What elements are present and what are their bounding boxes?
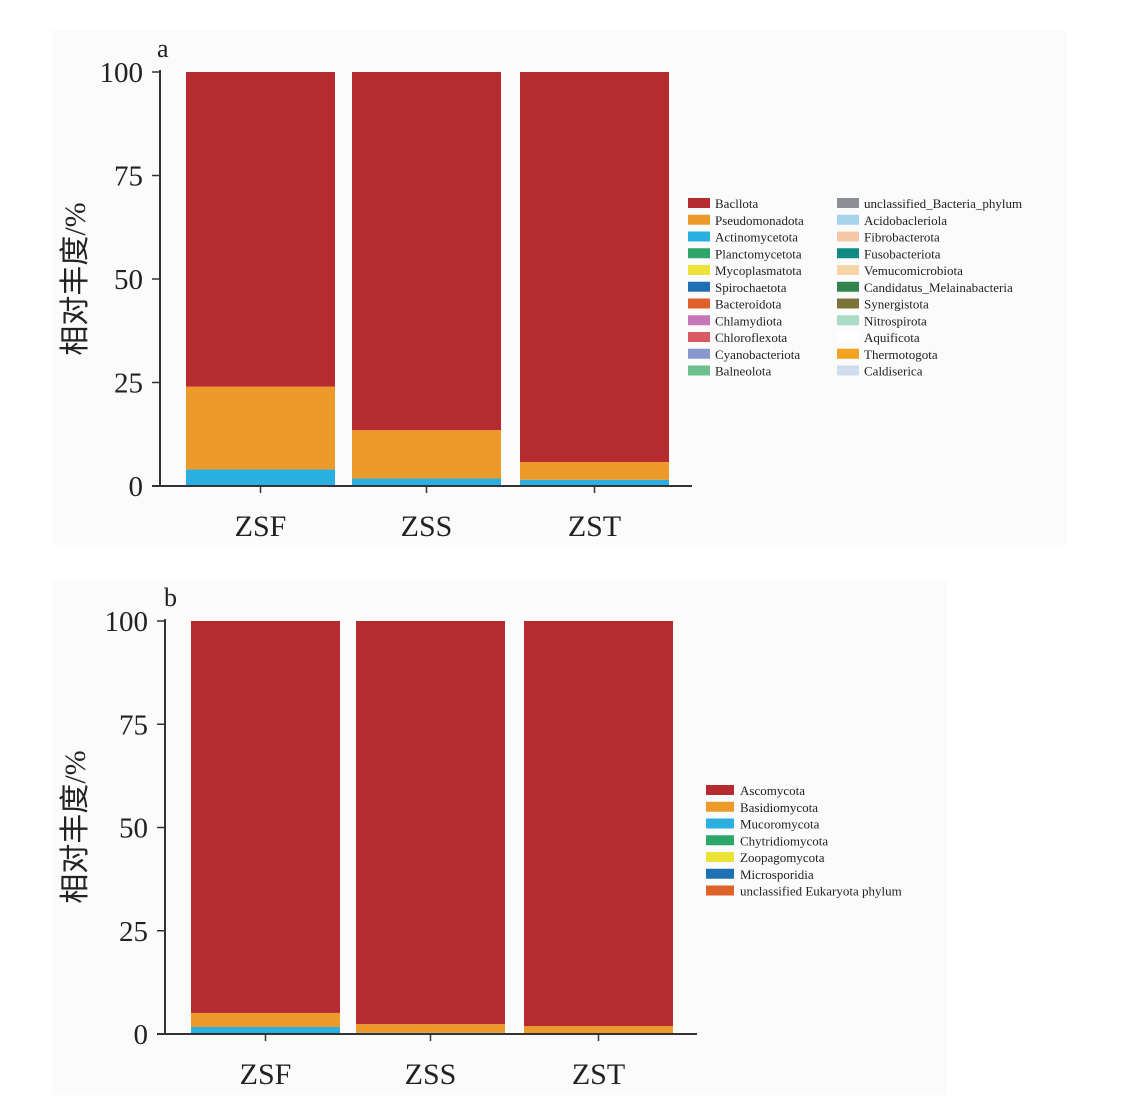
x-tick-label: ZST xyxy=(572,1058,625,1091)
y-tick-label: 0 xyxy=(129,471,144,503)
legend-swatch xyxy=(837,365,859,376)
legend-swatch xyxy=(837,198,859,208)
legend-label: Chloroflexota xyxy=(715,330,787,345)
legend-label: Thermotogota xyxy=(864,347,938,362)
legend-swatch xyxy=(688,198,710,208)
legend-label: Balneolota xyxy=(715,364,772,379)
legend-label: Actinomycetota xyxy=(715,230,798,245)
legend-swatch xyxy=(706,852,734,862)
legend-swatch xyxy=(688,214,710,225)
legend-label: Ascomycota xyxy=(740,783,805,798)
legend-swatch xyxy=(706,801,734,812)
legend-swatch xyxy=(706,785,734,795)
bar-segment-zst-pseudomonadota xyxy=(520,461,669,480)
legend-swatch xyxy=(837,281,859,292)
bar-segment-zss-ascomycota xyxy=(356,621,505,1025)
bar-segment-zss-pseudomonadota xyxy=(352,430,501,479)
legend-label: unclassified Eukaryota phylum xyxy=(740,884,902,899)
legend-label: Fibrobacterota xyxy=(864,230,940,245)
legend-swatch xyxy=(837,332,859,342)
x-tick-label: ZSF xyxy=(235,510,287,543)
legend-swatch xyxy=(706,818,734,829)
y-tick-label: 25 xyxy=(114,368,143,400)
legend-label: Synergistota xyxy=(864,297,929,312)
legend-swatch xyxy=(688,348,710,359)
legend-swatch xyxy=(688,231,710,242)
legend-label: Mycoplasmatota xyxy=(715,263,802,278)
legend-swatch xyxy=(688,332,710,342)
legend-label: Zoopagomycota xyxy=(740,850,825,865)
legend-label: Chytridiomycota xyxy=(740,833,828,848)
y-tick-label: 75 xyxy=(119,709,148,741)
legend-label: Caldiserica xyxy=(864,364,923,379)
legend-swatch xyxy=(688,365,710,376)
x-tick-label: ZSS xyxy=(405,1058,457,1091)
y-tick-label: 25 xyxy=(119,916,148,948)
bar-segment-zss-actinomycetota xyxy=(352,478,501,486)
legend-label: unclassified_Bacteria_phylum xyxy=(864,196,1022,211)
legend-label: Candidatus_Melainabacteria xyxy=(864,280,1013,295)
bar-segment-zsf-basidiomycota xyxy=(191,1012,340,1027)
legend-label: Chlamydiota xyxy=(715,313,782,328)
legend-label: Vemucomicrobiota xyxy=(864,263,963,278)
bar-segment-zsf-ascomycota xyxy=(191,621,340,1013)
legend-label: Fusobacteriota xyxy=(864,246,941,261)
legend-swatch xyxy=(706,835,734,846)
bar-segment-zst-ascomycota xyxy=(524,621,673,1027)
x-tick-label: ZSS xyxy=(401,510,453,543)
bar-segment-zst-actinomycetota xyxy=(520,479,669,486)
legend-label: Spirochaetota xyxy=(715,280,787,295)
y-tick-label: 100 xyxy=(100,57,144,89)
bar-segment-zst-bacllota xyxy=(520,72,669,462)
y-tick-label: 0 xyxy=(134,1019,149,1051)
legend-swatch xyxy=(837,231,859,242)
y-tick-label: 50 xyxy=(119,813,148,845)
legend-swatch xyxy=(837,248,859,259)
legend-label: Acidobacleriola xyxy=(864,213,947,228)
legend-swatch xyxy=(688,281,710,292)
y-tick-label: 75 xyxy=(114,161,143,193)
legend-label: Bacteroidota xyxy=(715,297,782,312)
legend-swatch xyxy=(688,265,710,275)
bar-segment-zsf-bacllota xyxy=(186,72,335,387)
legend-label: Mucoromycota xyxy=(740,817,820,832)
y-tick-label: 50 xyxy=(114,264,143,296)
legend-label: Aquificota xyxy=(864,330,920,345)
legend-label: Cyanobacteriota xyxy=(715,347,800,362)
legend-swatch xyxy=(706,868,734,879)
bar-segment-zsf-actinomycetota xyxy=(186,469,335,486)
legend-swatch xyxy=(837,298,859,309)
legend-swatch xyxy=(688,298,710,309)
bar-segment-zss-bacllota xyxy=(352,72,501,431)
legend-label: Planctomycetota xyxy=(715,246,802,261)
y-axis-label: 相对丰度/% xyxy=(59,202,92,355)
legend-swatch xyxy=(688,315,710,326)
legend-swatch xyxy=(837,265,859,275)
legend-swatch xyxy=(688,248,710,259)
bar-segment-zst-basidiomycota xyxy=(524,1026,673,1034)
legend-label: Microsporidia xyxy=(740,867,814,882)
legend-swatch xyxy=(706,885,734,896)
y-tick-label: 100 xyxy=(105,606,149,638)
legend-label: Pseudomonadota xyxy=(715,213,804,228)
legend-swatch xyxy=(837,214,859,225)
x-tick-label: ZSF xyxy=(240,1058,292,1091)
panel-label: b xyxy=(164,583,177,612)
bar-segment-zsf-pseudomonadota xyxy=(186,386,335,470)
bar-segment-zss-basidiomycota xyxy=(356,1024,505,1033)
legend-label: Bacllota xyxy=(715,196,759,211)
bar-segment-zsf-mucoromycota xyxy=(191,1026,340,1034)
legend-swatch xyxy=(837,315,859,326)
legend-swatch xyxy=(837,348,859,359)
y-axis-label: 相对丰度/% xyxy=(59,750,92,903)
x-tick-label: ZST xyxy=(568,510,621,543)
legend-label: Basidiomycota xyxy=(740,800,818,815)
legend-label: Nitrospirota xyxy=(864,313,927,328)
panel-label: a xyxy=(157,34,169,63)
